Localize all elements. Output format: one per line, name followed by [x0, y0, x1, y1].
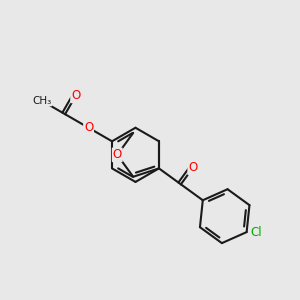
Text: O: O — [112, 148, 122, 161]
Text: CH₃: CH₃ — [32, 96, 51, 106]
Text: O: O — [84, 121, 93, 134]
Text: Cl: Cl — [250, 226, 262, 238]
Text: O: O — [71, 89, 80, 102]
Text: O: O — [188, 161, 197, 174]
